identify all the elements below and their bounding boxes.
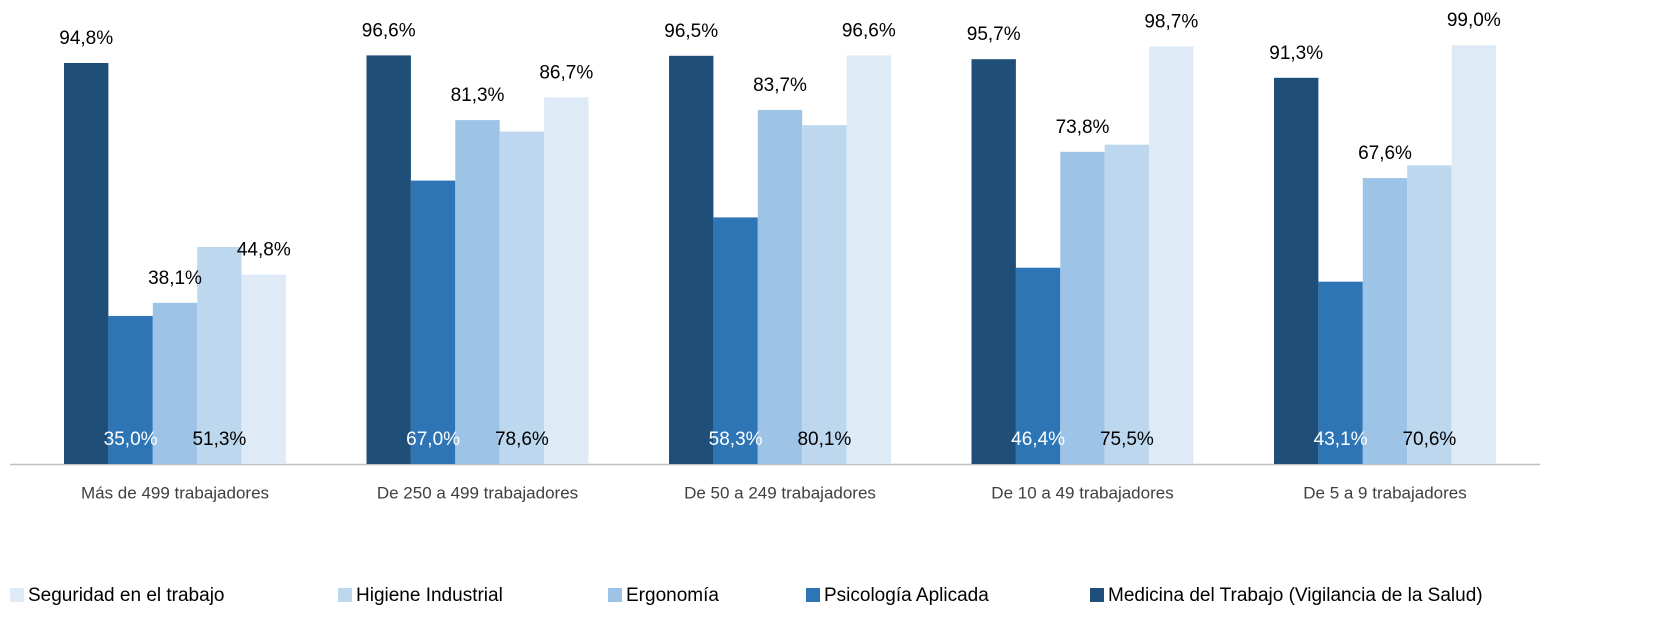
bar [499, 131, 545, 464]
bar [455, 120, 500, 464]
data-label: 95,7% [967, 24, 1021, 45]
bar [1274, 77, 1319, 465]
bar [544, 97, 589, 464]
data-label: 98,7% [1144, 12, 1198, 33]
data-label: 44,8% [237, 240, 291, 261]
x-tick-label: De 5 a 9 trabajadores [1303, 483, 1467, 502]
bar [713, 217, 758, 464]
bar [1407, 165, 1452, 464]
x-tick-label: De 250 a 499 trabajadores [377, 483, 578, 502]
bar [1104, 144, 1150, 464]
bar [1060, 151, 1105, 465]
data-label: 86,7% [539, 62, 593, 83]
bar [108, 315, 153, 464]
data-label: 46,4% [1011, 429, 1065, 450]
legend-swatch [338, 588, 352, 602]
x-tick-label: De 10 a 49 trabajadores [991, 483, 1173, 502]
data-label: 58,3% [709, 429, 763, 450]
bar [410, 180, 456, 464]
bar [197, 247, 242, 464]
bar [1015, 267, 1061, 464]
legend-label: Psicología Aplicada [824, 585, 989, 606]
bar [1451, 45, 1496, 464]
bar [846, 55, 891, 465]
data-label: 38,1% [148, 268, 202, 289]
legend-swatch [1090, 588, 1104, 602]
data-label: 81,3% [451, 85, 505, 106]
bar [802, 125, 847, 464]
x-tick-label: Más de 499 trabajadores [81, 483, 269, 502]
bar [366, 55, 411, 465]
data-label: 80,1% [797, 429, 851, 450]
data-label: 67,6% [1358, 143, 1412, 164]
bar [64, 62, 109, 464]
legend-label: Higiene Industrial [356, 585, 503, 606]
legend-swatch [608, 588, 622, 602]
data-label: 43,1% [1314, 429, 1368, 450]
data-label: 96,5% [664, 21, 718, 42]
data-label: 67,0% [406, 429, 460, 450]
legend-swatch [10, 588, 24, 602]
bar [971, 59, 1016, 465]
data-label: 94,8% [59, 28, 113, 49]
data-label: 96,6% [362, 20, 416, 41]
bar [669, 55, 714, 465]
data-label: 83,7% [753, 75, 807, 96]
bar [1362, 178, 1408, 464]
data-label: 99,0% [1447, 10, 1501, 31]
bar [1318, 281, 1363, 464]
data-label: 70,6% [1402, 429, 1456, 450]
bar [152, 302, 198, 464]
data-label: 51,3% [192, 429, 246, 450]
data-label: 75,5% [1100, 429, 1154, 450]
data-label: 78,6% [495, 429, 549, 450]
x-tick-label: De 50 a 249 trabajadores [684, 483, 876, 502]
bar [757, 109, 803, 464]
bar [1149, 46, 1194, 465]
data-label: 35,0% [104, 429, 158, 450]
data-label: 91,3% [1269, 43, 1323, 64]
legend-label: Seguridad en el trabajo [28, 585, 224, 606]
legend-label: Medicina del Trabajo (Vigilancia de la S… [1108, 585, 1483, 606]
data-label: 96,6% [842, 20, 896, 41]
data-label: 73,8% [1056, 117, 1110, 138]
legend-swatch [806, 588, 820, 602]
legend-label: Ergonomía [626, 585, 719, 606]
bar [241, 274, 286, 464]
